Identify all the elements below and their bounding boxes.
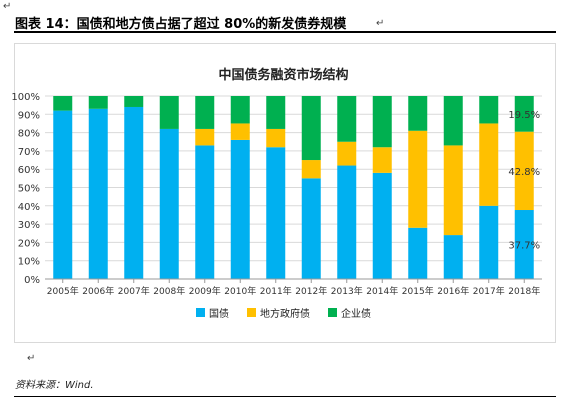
y-tick-label: 40%: [18, 202, 40, 213]
x-tick-label: 2018年: [508, 285, 540, 297]
bar-2009-企业债: [195, 96, 215, 129]
y-tick-label: 50%: [18, 184, 40, 195]
y-tick-label: 20%: [18, 238, 40, 249]
x-tick-label: 2007年: [118, 285, 150, 297]
bar-2009-地方政府债: [195, 128, 215, 146]
bar-2014-企业债: [372, 96, 392, 148]
x-tick-label: 2015年: [402, 285, 434, 297]
chart-frame: [14, 43, 556, 343]
legend-item-国债: 国债: [196, 305, 229, 320]
legend-swatch: [328, 308, 337, 317]
legend-label: 地方政府债: [260, 309, 310, 320]
bar-2012-地方政府债: [301, 160, 321, 179]
legend-swatch: [247, 308, 256, 317]
bar-2011-国债: [266, 147, 286, 279]
bar-2007-国债: [124, 106, 144, 279]
y-tick-label: 100%: [11, 92, 40, 103]
bar-2013-企业债: [337, 96, 357, 142]
bar-2006-企业债: [88, 96, 108, 109]
bar-2017-企业债: [479, 96, 499, 124]
chart-title: 中国债务融资市场结构: [218, 68, 349, 83]
bar-2010-地方政府债: [230, 123, 250, 140]
x-tick-label: 2017年: [473, 285, 505, 297]
bar-2017-国债: [479, 205, 499, 279]
x-tick-label: 2010年: [224, 285, 256, 297]
y-tick-label: 70%: [18, 147, 40, 158]
bar-2018-国债: [514, 210, 534, 279]
x-tick-label: 2008年: [153, 285, 185, 297]
x-tick-label: 2006年: [82, 285, 114, 297]
source-note: 资料来源：Wind.: [15, 380, 94, 391]
x-tick-label: 2012年: [295, 285, 327, 297]
bar-2013-地方政府债: [337, 141, 357, 166]
bar-2012-企业债: [301, 96, 321, 161]
legend-label: 企业债: [341, 309, 371, 320]
bar-2005-国债: [53, 110, 73, 279]
legend-item-地方政府债: 地方政府债: [247, 305, 310, 320]
bar-2017-地方政府债: [479, 123, 499, 206]
bar-2011-企业债: [266, 96, 286, 129]
x-tick-label: 2011年: [260, 285, 292, 297]
y-tick-label: 0%: [24, 275, 40, 286]
bar-2006-国债: [88, 108, 108, 279]
y-tick-label: 30%: [18, 220, 40, 231]
x-tick-label: 2013年: [331, 285, 363, 297]
legend-label: 国债: [209, 309, 229, 320]
bar-2010-企业债: [230, 96, 250, 124]
bar-2015-地方政府债: [408, 130, 428, 228]
bar-2009-国债: [195, 145, 215, 279]
bar-2008-国债: [159, 128, 179, 279]
bar-2018-地方政府债: [514, 131, 534, 211]
data-label: 37.7%: [508, 241, 540, 252]
bar-2016-地方政府债: [443, 145, 463, 236]
bottom-rule: [14, 396, 556, 397]
x-tick-label: 2005年: [47, 285, 79, 297]
y-tick-label: 90%: [18, 110, 40, 121]
bar-2015-企业债: [408, 96, 428, 131]
paragraph-mark: ↵: [27, 353, 36, 364]
bar-2018-企业债: [514, 96, 534, 132]
bar-2015-国债: [408, 227, 428, 279]
bar-2005-企业债: [53, 96, 73, 111]
y-tick-label: 80%: [18, 129, 40, 140]
legend-item-企业债: 企业债: [328, 305, 371, 320]
bar-2011-地方政府债: [266, 128, 286, 148]
x-tick-label: 2014年: [366, 285, 398, 297]
caption-rule: [14, 31, 556, 33]
bar-2014-地方政府债: [372, 147, 392, 173]
data-label: 42.8%: [508, 167, 540, 178]
bar-2014-国债: [372, 172, 392, 279]
x-tick-label: 2016年: [437, 285, 469, 297]
bar-2010-国债: [230, 139, 250, 279]
x-tick-label: 2009年: [189, 285, 221, 297]
paragraph-mark: ↵: [376, 18, 385, 29]
y-tick-label: 10%: [18, 257, 40, 268]
paragraph-mark: ↵: [3, 1, 12, 12]
bar-2016-国债: [443, 235, 463, 279]
bar-2013-国债: [337, 165, 357, 279]
legend-swatch: [196, 308, 205, 317]
bar-2007-企业债: [124, 96, 144, 107]
data-label: 19.5%: [508, 110, 540, 121]
bar-2012-国债: [301, 178, 321, 279]
bar-2008-企业债: [159, 96, 179, 129]
bar-2016-企业债: [443, 96, 463, 146]
y-tick-label: 60%: [18, 165, 40, 176]
figure-caption: 图表 14：国债和地方债占据了超过 80%的新发债券规模: [15, 17, 347, 32]
chart-legend: 国债 地方政府债 企业债: [0, 305, 567, 320]
